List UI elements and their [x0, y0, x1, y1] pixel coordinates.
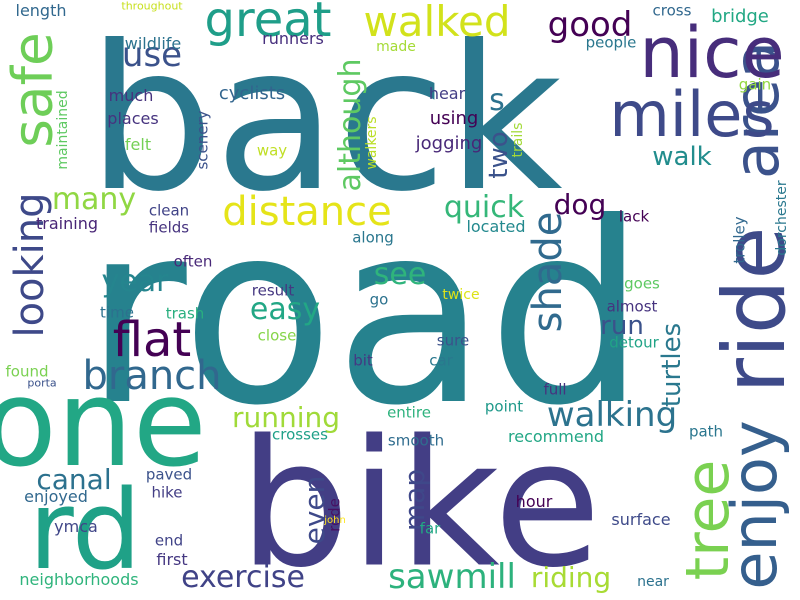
word-path: path [688, 422, 724, 441]
word-riding: riding [530, 561, 612, 594]
word-hear: hear [428, 84, 466, 103]
word-runners: runners [262, 29, 324, 48]
word-walk: walk [652, 142, 712, 172]
word-found: found [5, 362, 49, 381]
word-car: car [429, 351, 453, 370]
word-wildlife: wildlife [124, 34, 182, 53]
word-use: use [121, 35, 183, 75]
word-maintained: maintained [55, 90, 71, 170]
word-lack: lack [618, 207, 650, 226]
word-near: near [637, 574, 669, 590]
word-two: two [484, 131, 514, 179]
word-porta: porta [27, 376, 57, 390]
word-first: first [156, 550, 188, 569]
word-go: go [369, 290, 389, 309]
word-enjoyed: enjoyed [24, 487, 88, 506]
word-many: many [51, 182, 137, 217]
word-exercise: exercise [181, 560, 305, 595]
word-safe: safe [0, 32, 65, 148]
word-along: along [352, 228, 394, 247]
word-clean: clean [148, 201, 190, 220]
word-good: good [547, 5, 633, 45]
word-nice: nice [639, 12, 785, 94]
word-distance: distance [222, 189, 392, 235]
word-fields: fields [148, 218, 190, 237]
word-easy: easy [249, 292, 321, 327]
word-paved: paved [145, 465, 193, 484]
word-result: result [251, 281, 295, 300]
word-places: places [107, 109, 159, 128]
word-recommend: recommend [508, 427, 604, 446]
word-jogging: jogging [415, 133, 483, 154]
word-trash: trash [165, 304, 205, 323]
word-cyclists: cyclists [218, 83, 286, 104]
word-way: way [256, 141, 288, 160]
word-see: see [373, 257, 427, 292]
word-flat: flat [112, 312, 192, 368]
word-sure: sure [436, 331, 470, 350]
word-twice: twice [442, 287, 480, 303]
word-hike: hike [151, 483, 183, 502]
word-walkers: walkers [364, 116, 380, 170]
word-rd: rd [28, 466, 142, 594]
word-sawmill: sawmill [388, 557, 516, 597]
word-cross: cross [652, 1, 692, 20]
word-bike: bike [238, 403, 602, 600]
word-people: people [585, 33, 637, 52]
word-hour: hour [515, 492, 553, 511]
word-point: point [484, 397, 524, 416]
word-shade: shade [525, 211, 571, 333]
word-throughout: throughout [121, 0, 183, 13]
word-year: year [101, 264, 169, 299]
word-time: time [100, 303, 134, 322]
word-road: road [83, 169, 647, 460]
word-detour: detour [609, 333, 659, 352]
word-trolley: trolley [730, 216, 749, 264]
word-located: located [466, 217, 526, 236]
word-far: far [419, 519, 441, 538]
word-trails: trails [510, 122, 526, 158]
word-bit: bit [353, 351, 373, 370]
word-bridge: bridge [711, 6, 769, 27]
word-close: close [257, 326, 297, 345]
word-almost: almost [606, 297, 658, 316]
word-tree: tree [673, 459, 743, 581]
word-s: s [489, 83, 505, 118]
word-run: run [600, 311, 644, 341]
word-training: training [36, 214, 98, 233]
word-much: much [108, 86, 154, 105]
word-surface: surface [611, 510, 671, 529]
word-length: length [15, 1, 67, 20]
word-one: one [0, 355, 207, 494]
word-miles: miles [609, 78, 775, 151]
word-running: running [231, 401, 341, 434]
word-using: using [429, 108, 479, 129]
word-back: back [87, 3, 563, 236]
word-although: although [333, 58, 368, 192]
word-branch: branch [82, 353, 222, 399]
word-full: full [543, 380, 567, 399]
word-great: great [204, 0, 332, 48]
word-dog: dog [553, 188, 607, 221]
word-quick: quick [443, 190, 525, 225]
word-often: often [173, 252, 213, 271]
word-canal: canal [36, 463, 112, 496]
word-goes: goes [624, 274, 660, 293]
word-ymca: ymca [54, 517, 98, 536]
word-made: made [376, 39, 416, 55]
word-crosses: crosses [272, 425, 328, 444]
word-turtles: turtles [657, 322, 687, 408]
word-entire: entire [387, 403, 431, 422]
word-gain: gain [738, 75, 772, 94]
word-walked: walked [363, 0, 511, 46]
word-dorchester: dorchester [774, 180, 790, 256]
word-smooth: smooth [387, 431, 445, 450]
word-end: end [154, 531, 184, 550]
word-scenery: scenery [193, 110, 212, 170]
word-walking: walking [546, 395, 678, 435]
word-felt: felt [124, 135, 152, 154]
word-neighborhoods: neighborhoods [19, 570, 139, 589]
word-john: john [324, 515, 346, 526]
